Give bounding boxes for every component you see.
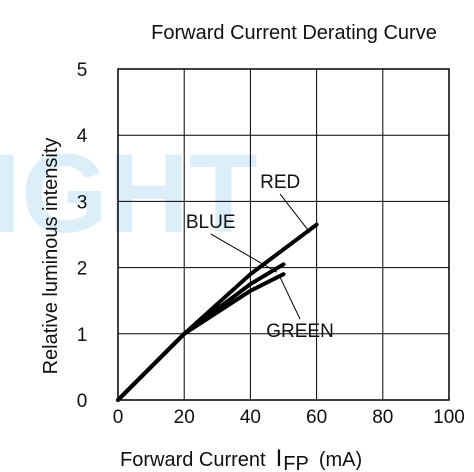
leader-line-red — [279, 193, 311, 233]
series-labels: RED BLUE GREEN — [186, 172, 334, 342]
series-label-green: GREEN — [266, 321, 334, 342]
leader-line-blue — [210, 233, 278, 273]
y-tick-label: 1 — [77, 325, 88, 346]
series-line-green — [116, 272, 286, 402]
y-tick-label: 3 — [77, 192, 88, 213]
y-tick-label: 2 — [77, 259, 88, 280]
x-tick-label: 60 — [306, 407, 327, 428]
x-tick-label: 20 — [174, 407, 195, 428]
grid — [118, 69, 449, 400]
x-axis-symbol: I — [276, 445, 283, 472]
y-tick-labels: 0 1 2 3 4 5 — [77, 60, 88, 412]
x-tick-label: 100 — [433, 407, 465, 428]
x-tick-label: 80 — [372, 407, 393, 428]
leader-line-green — [279, 277, 301, 320]
y-axis-title: Relative luminous intensity — [40, 138, 62, 375]
x-axis-unit: (mA) — [319, 449, 362, 471]
y-tick-label: 4 — [77, 126, 88, 147]
x-axis-title: Forward Current IFP (mA) — [120, 445, 362, 472]
watermark: IGHT — [0, 131, 258, 256]
x-tick-label: 40 — [240, 407, 261, 428]
series-lines — [116, 222, 319, 402]
x-axis-title-text: Forward Current — [120, 449, 266, 471]
x-axis-subscript: FP — [283, 453, 309, 472]
x-tick-label: 0 — [113, 407, 124, 428]
series-label-red: RED — [260, 172, 300, 193]
y-tick-label: 0 — [77, 391, 88, 412]
plot-frame — [117, 68, 450, 401]
chart-title: Forward Current Derating Curve — [151, 22, 437, 44]
series-label-blue: BLUE — [186, 212, 236, 233]
x-tick-labels: 0 20 40 60 80 100 — [113, 407, 465, 428]
y-tick-label: 5 — [77, 60, 88, 81]
